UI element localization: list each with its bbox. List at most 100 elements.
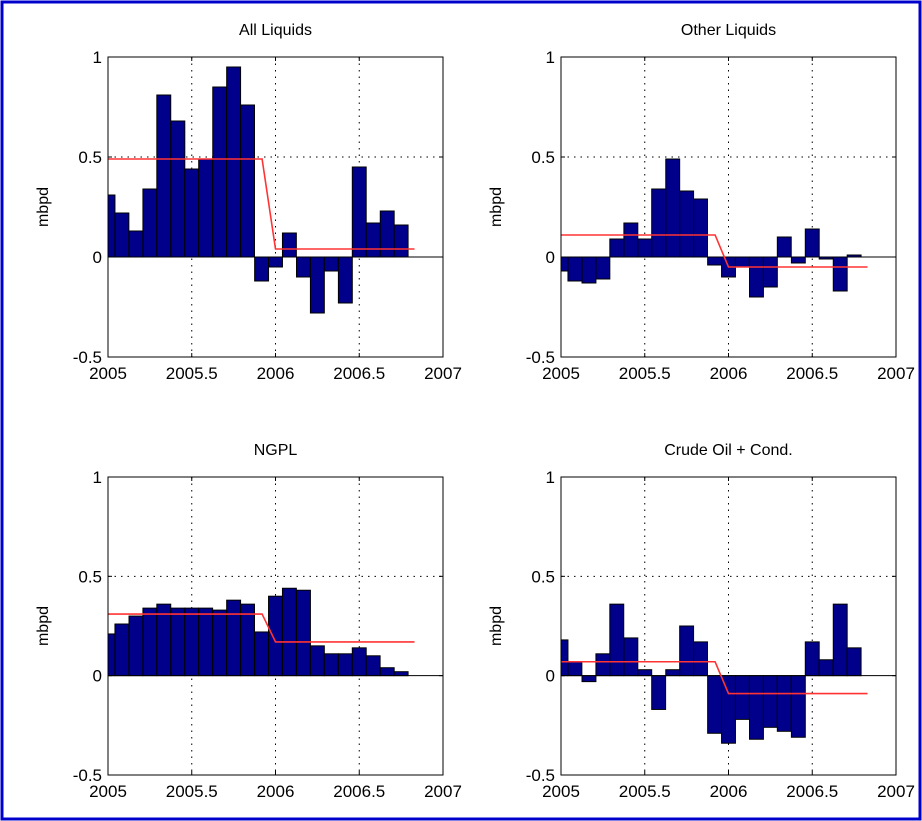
bar bbox=[296, 589, 311, 677]
step-fit-line bbox=[561, 660, 868, 695]
subplot-title: Other Liquids bbox=[681, 22, 776, 39]
x-tick-label: 2005 bbox=[542, 782, 580, 801]
bar bbox=[832, 256, 848, 292]
y-tick-label: -0.5 bbox=[73, 348, 102, 367]
bar bbox=[776, 675, 792, 732]
bar bbox=[776, 236, 792, 258]
y-tick-label: 0 bbox=[93, 248, 102, 267]
bar bbox=[393, 224, 409, 258]
x-tick-label: 2007 bbox=[424, 782, 462, 801]
y-tick-label: 1 bbox=[546, 48, 555, 67]
step-fit-line bbox=[108, 613, 415, 643]
bar bbox=[832, 603, 848, 677]
bar bbox=[198, 158, 214, 258]
bar bbox=[734, 675, 750, 720]
step-fit-line bbox=[561, 234, 868, 268]
bar bbox=[609, 603, 625, 677]
bar bbox=[665, 669, 681, 677]
bar bbox=[623, 222, 639, 258]
bar bbox=[337, 256, 353, 304]
bar bbox=[309, 645, 325, 677]
y-tick-label: 0.5 bbox=[78, 567, 102, 586]
x-tick-label: 2006.5 bbox=[333, 364, 385, 383]
y-tick-label: 0.5 bbox=[531, 567, 555, 586]
bar bbox=[351, 166, 367, 258]
step-fit-line bbox=[108, 158, 415, 250]
y-axis-label: mbpd bbox=[488, 187, 505, 227]
subplot-2: 2005 2005.5 2006 2006.5 2007 1 0.5 0 -0.5 Other L… bbox=[488, 22, 915, 383]
bar bbox=[107, 633, 116, 677]
bar bbox=[693, 641, 708, 677]
y-tick-label: 1 bbox=[93, 48, 102, 67]
bar bbox=[581, 675, 597, 683]
bar bbox=[818, 659, 834, 677]
bar bbox=[651, 188, 667, 258]
bar bbox=[240, 104, 255, 258]
subplot-title: Crude Oil + Cond. bbox=[664, 442, 793, 459]
bar bbox=[790, 675, 806, 738]
subplot-3: 2005 2005.5 2006 2006.5 2007 1 0.5 0 -0.5 NGPL mbp… bbox=[35, 442, 462, 801]
y-axis-label: mbpd bbox=[35, 606, 52, 646]
x-tick-label: 2006 bbox=[257, 364, 295, 383]
bar bbox=[679, 625, 695, 677]
x-tick-label: 2006.5 bbox=[786, 782, 838, 801]
bar bbox=[609, 238, 625, 258]
y-tick-label: 0.5 bbox=[78, 148, 102, 167]
x-tick-label: 2005 bbox=[542, 364, 580, 383]
bar bbox=[323, 653, 339, 677]
y-tick-label: 1 bbox=[546, 468, 555, 487]
bar bbox=[198, 607, 214, 677]
bar bbox=[156, 94, 172, 258]
bar bbox=[762, 256, 778, 288]
bar bbox=[721, 675, 736, 744]
bar bbox=[595, 256, 611, 280]
bar bbox=[581, 256, 597, 284]
bar bbox=[595, 653, 611, 677]
bar bbox=[281, 587, 297, 677]
bar bbox=[212, 609, 228, 677]
bar bbox=[637, 238, 653, 258]
bar bbox=[170, 120, 186, 258]
bar bbox=[226, 66, 242, 258]
y-tick-label: 1 bbox=[93, 468, 102, 487]
bar bbox=[762, 675, 778, 728]
subplot-title: NGPL bbox=[254, 442, 298, 459]
subplot-4: 2005 2005.5 2006 2006.5 2007 1 0.5 0 -0.5 Crude O… bbox=[488, 442, 915, 801]
bar bbox=[707, 256, 723, 266]
bar bbox=[365, 655, 381, 677]
x-tick-label: 2005.5 bbox=[619, 364, 671, 383]
bar bbox=[254, 256, 270, 282]
x-tick-label: 2005 bbox=[89, 364, 127, 383]
bar bbox=[749, 256, 764, 298]
bar bbox=[693, 198, 708, 258]
y-tick-label: 0.5 bbox=[531, 148, 555, 167]
bar bbox=[114, 212, 130, 258]
x-tick-label: 2007 bbox=[877, 364, 915, 383]
bar bbox=[623, 637, 639, 677]
bar bbox=[128, 230, 144, 258]
bar bbox=[268, 256, 283, 268]
bar bbox=[268, 595, 283, 677]
y-tick-label: 0 bbox=[93, 667, 102, 686]
y-tick-label: -0.5 bbox=[526, 766, 555, 785]
bar bbox=[212, 86, 228, 258]
bar bbox=[365, 222, 381, 258]
bar bbox=[142, 188, 158, 258]
bar bbox=[651, 675, 667, 710]
bar bbox=[637, 669, 653, 677]
bar bbox=[254, 631, 270, 677]
x-tick-label: 2007 bbox=[877, 782, 915, 801]
bar bbox=[184, 607, 200, 677]
bar bbox=[567, 661, 583, 677]
bar bbox=[790, 256, 806, 264]
x-tick-label: 2006 bbox=[710, 782, 748, 801]
x-tick-label: 2005.5 bbox=[166, 782, 218, 801]
y-axis-label: mbpd bbox=[488, 606, 505, 646]
bar bbox=[351, 647, 367, 677]
bar bbox=[107, 194, 116, 258]
subplot-grid: 2005 2005.5 2006 2006.5 2007 1 0.5 0 -0.5 All Liq… bbox=[35, 22, 915, 801]
y-tick-label: -0.5 bbox=[526, 348, 555, 367]
bar bbox=[170, 607, 186, 677]
bar bbox=[679, 190, 695, 258]
bar bbox=[560, 639, 569, 677]
